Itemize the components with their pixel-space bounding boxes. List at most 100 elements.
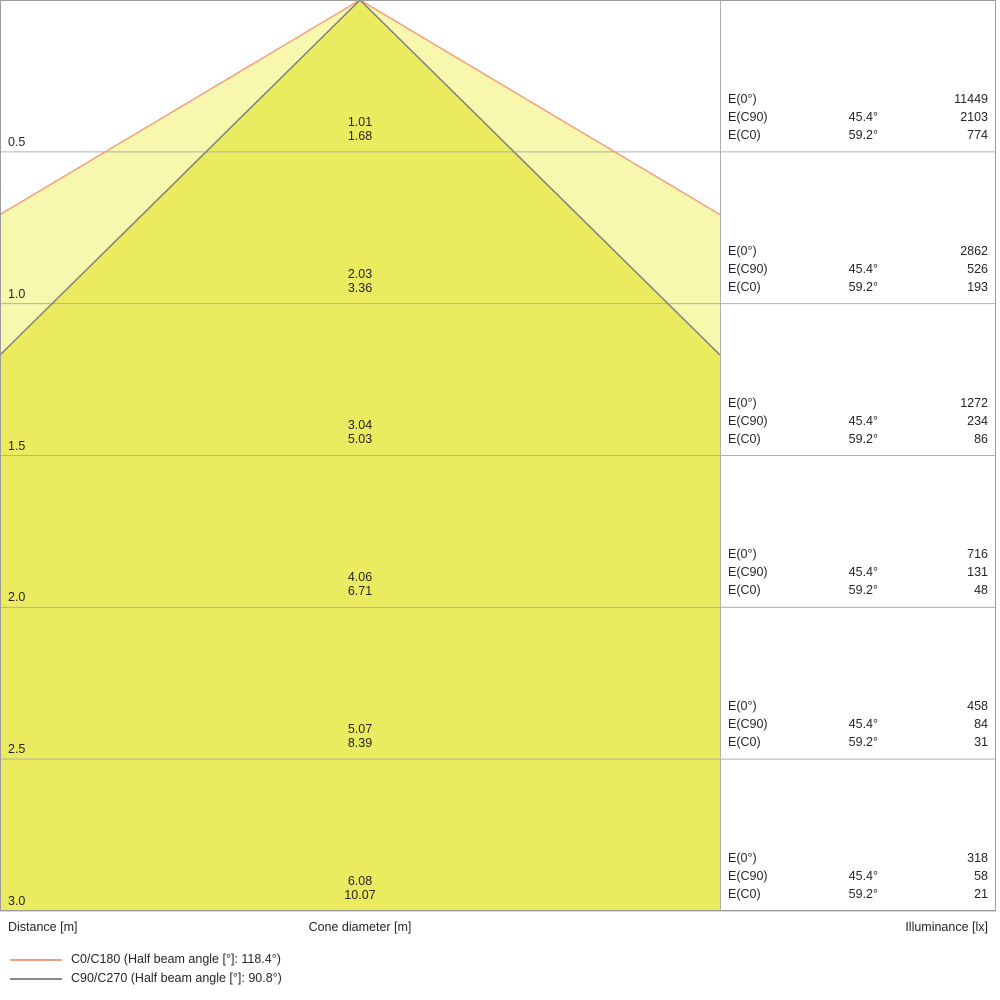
plot-border xyxy=(0,0,996,911)
illuminance-row: E(0°) 11449 E(C90) 45.4° 2103 E(C0) 59.2° 774 xyxy=(728,90,988,144)
ec90-angle: 45.4° xyxy=(848,717,878,731)
ec90-angle: 45.4° xyxy=(848,565,878,579)
ec0-angle: 59.2° xyxy=(848,128,878,142)
cone-diameter-label: 4.06 6.71 xyxy=(310,570,410,598)
illuminance-row: E(0°) 716 E(C90) 45.4° 131 E(C0) 59.2° 48 xyxy=(728,545,988,599)
legend-label: C0/C180 (Half beam angle [°]: 118.4°) xyxy=(71,952,281,966)
ec0-label: E(C0) xyxy=(728,128,761,142)
legend-label: C90/C270 (Half beam angle [°]: 90.8°) xyxy=(71,971,282,985)
ec90-angle: 45.4° xyxy=(848,262,878,276)
cone-plot xyxy=(0,0,996,912)
cone-diameter-axis-label: Cone diameter [m] xyxy=(308,920,412,934)
illuminance-row: E(0°) 318 E(C90) 45.4° 58 E(C0) 59.2° 21 xyxy=(728,849,988,903)
distance-tick-label: 1.5 xyxy=(8,439,26,453)
e0-angle xyxy=(798,394,878,412)
cone-diameter-label: 1.01 1.68 xyxy=(310,115,410,143)
e0-label: E(0°) xyxy=(728,396,757,410)
cone-diameter-c90: 2.03 xyxy=(347,267,373,281)
cone-diameter-label: 5.07 8.39 xyxy=(310,722,410,750)
cone-diameter-c90: 6.08 xyxy=(347,874,373,888)
ec90-label: E(C90) xyxy=(728,565,768,579)
c90-c270-edge-line xyxy=(0,0,361,356)
e0-value: 318 xyxy=(967,851,988,865)
ec90-value: 131 xyxy=(967,565,988,579)
ec0-angle: 59.2° xyxy=(848,280,878,294)
cone-diameter-c0: 3.36 xyxy=(347,281,373,295)
cone-diameter-c0: 5.03 xyxy=(347,432,373,446)
e0-angle xyxy=(798,697,878,715)
cone-diameter-c90: 4.06 xyxy=(347,570,373,584)
e0-value: 1272 xyxy=(960,396,988,410)
ec90-value: 2103 xyxy=(960,110,988,124)
ec0-angle: 59.2° xyxy=(848,583,878,597)
e0-label: E(0°) xyxy=(728,699,757,713)
cone-diameter-c90: 1.01 xyxy=(347,115,373,129)
illuminance-axis-label: Illuminance [lx] xyxy=(905,920,988,934)
ec0-label: E(C0) xyxy=(728,583,761,597)
ec90-angle: 45.4° xyxy=(848,110,878,124)
ec0-angle: 59.2° xyxy=(848,735,878,749)
e0-label: E(0°) xyxy=(728,547,757,561)
ec90-value: 84 xyxy=(974,717,988,731)
cone-diameter-c0: 6.71 xyxy=(347,584,373,598)
e0-label: E(0°) xyxy=(728,244,757,258)
e0-angle xyxy=(798,90,878,108)
ec90-value: 58 xyxy=(974,869,988,883)
ec90-label: E(C90) xyxy=(728,717,768,731)
legend: C0/C180 (Half beam angle [°]: 118.4°) C9… xyxy=(10,950,282,988)
ec0-value: 193 xyxy=(967,280,988,294)
c0-c180-edge-line xyxy=(359,0,721,216)
cone-diameter-label: 6.08 10.07 xyxy=(310,874,410,902)
ec90-angle: 45.4° xyxy=(848,869,878,883)
distance-tick-label: 1.0 xyxy=(8,287,26,301)
ec0-value: 31 xyxy=(974,735,988,749)
ec0-label: E(C0) xyxy=(728,432,761,446)
legend-item-c0-c180: C0/C180 (Half beam angle [°]: 118.4°) xyxy=(10,950,282,969)
e0-angle xyxy=(798,242,878,260)
distance-tick-label: 2.0 xyxy=(8,590,26,604)
cone-diameter-label: 3.04 5.03 xyxy=(310,418,410,446)
ec0-label: E(C0) xyxy=(728,280,761,294)
ec90-label: E(C90) xyxy=(728,262,768,276)
ec90-value: 526 xyxy=(967,262,988,276)
distance-tick-label: 3.0 xyxy=(8,894,26,908)
cone-diameter-c0: 10.07 xyxy=(344,888,376,902)
ec90-label: E(C90) xyxy=(728,869,768,883)
cone-diameter-c90: 5.07 xyxy=(347,722,373,736)
c0-c180-edge-line xyxy=(0,0,361,216)
distance-tick-label: 0.5 xyxy=(8,135,26,149)
illuminance-row: E(0°) 1272 E(C90) 45.4° 234 E(C0) 59.2° 86 xyxy=(728,394,988,448)
ec0-label: E(C0) xyxy=(728,735,761,749)
ec90-label: E(C90) xyxy=(728,110,768,124)
e0-value: 716 xyxy=(967,547,988,561)
ec0-angle: 59.2° xyxy=(848,887,878,901)
illuminance-row: E(0°) 458 E(C90) 45.4° 84 E(C0) 59.2° 31 xyxy=(728,697,988,751)
c90-c270-edge-line xyxy=(359,0,721,356)
ec90-angle: 45.4° xyxy=(848,414,878,428)
ec0-value: 21 xyxy=(974,887,988,901)
cone-diameter-c0: 1.68 xyxy=(347,129,373,143)
e0-label: E(0°) xyxy=(728,92,757,106)
illuminance-row: E(0°) 2862 E(C90) 45.4° 526 E(C0) 59.2° 193 xyxy=(728,242,988,296)
ec0-label: E(C0) xyxy=(728,887,761,901)
distance-tick-label: 2.5 xyxy=(8,742,26,756)
e0-value: 11449 xyxy=(954,92,988,106)
e0-value: 2862 xyxy=(960,244,988,258)
cone-diameter-label: 2.03 3.36 xyxy=(310,267,410,295)
ec90-label: E(C90) xyxy=(728,414,768,428)
e0-value: 458 xyxy=(967,699,988,713)
e0-label: E(0°) xyxy=(728,851,757,865)
c0-c180-line-swatch xyxy=(10,958,62,961)
cone-diameter-c90: 3.04 xyxy=(347,418,373,432)
ec0-value: 86 xyxy=(974,432,988,446)
c90-c270-line-swatch xyxy=(10,977,62,980)
ec0-value: 48 xyxy=(974,583,988,597)
e0-angle xyxy=(798,849,878,867)
ec0-value: 774 xyxy=(967,128,988,142)
e0-angle xyxy=(798,545,878,563)
ec90-value: 234 xyxy=(967,414,988,428)
legend-item-c90-c270: C90/C270 (Half beam angle [°]: 90.8°) xyxy=(10,969,282,988)
distance-axis-label: Distance [m] xyxy=(8,920,78,934)
ec0-angle: 59.2° xyxy=(848,432,878,446)
